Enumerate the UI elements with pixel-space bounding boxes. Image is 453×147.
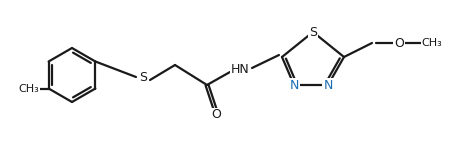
Text: O: O xyxy=(394,36,404,50)
Text: N: N xyxy=(289,78,299,91)
Text: HN: HN xyxy=(231,62,249,76)
Text: S: S xyxy=(309,25,317,39)
Text: N: N xyxy=(323,78,333,91)
Text: CH₃: CH₃ xyxy=(422,38,443,48)
Text: CH₃: CH₃ xyxy=(18,83,39,93)
Text: O: O xyxy=(211,108,221,122)
Text: S: S xyxy=(139,71,147,83)
